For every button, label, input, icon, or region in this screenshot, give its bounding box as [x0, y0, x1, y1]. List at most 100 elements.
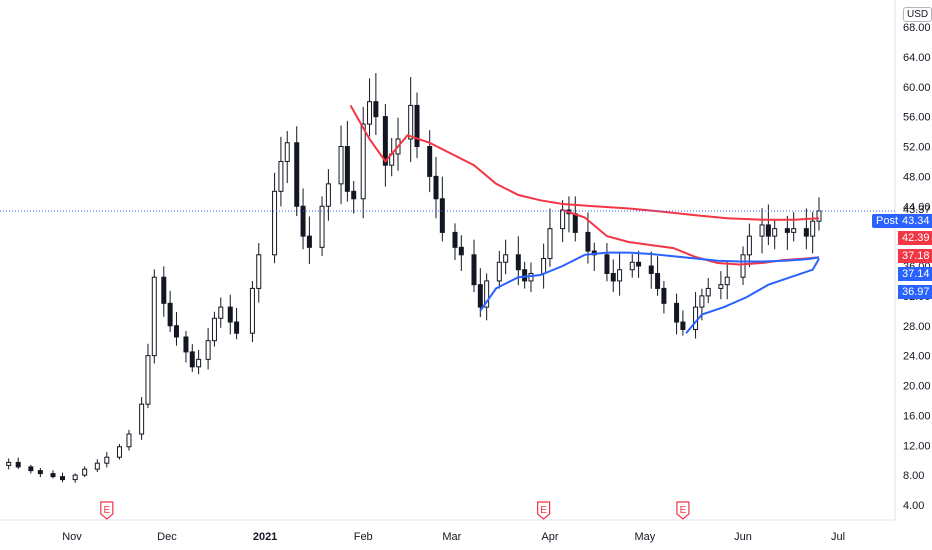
candle [740, 246, 746, 285]
candle [284, 131, 290, 184]
earnings-label: E [540, 505, 547, 516]
candle-body [617, 269, 623, 282]
candle [227, 294, 233, 335]
candle [256, 243, 262, 303]
candle-body [360, 123, 366, 200]
time-tick-label: Jul [831, 531, 845, 543]
candle-body [648, 265, 654, 274]
candle-body [294, 142, 300, 207]
candle [183, 331, 189, 363]
candle [28, 464, 34, 474]
price-tick-label: 52.00 [903, 142, 931, 154]
candle [471, 239, 477, 293]
price-tick-label: 16.00 [903, 410, 931, 422]
price-tick-label: 64.00 [903, 52, 931, 64]
candles [6, 73, 822, 483]
candle [249, 281, 255, 343]
candle [382, 104, 388, 187]
time-tick-label: Feb [354, 531, 373, 543]
candle [414, 92, 420, 159]
time-tick-label: May [635, 531, 656, 543]
candle-body [604, 254, 610, 274]
candle-body [803, 228, 809, 237]
moving-averages [349, 104, 820, 334]
earnings-label: E [680, 505, 687, 516]
candle [94, 459, 100, 473]
candle-body [28, 466, 34, 472]
candle-body [344, 146, 350, 192]
candle [173, 311, 179, 346]
candle-body [661, 287, 667, 304]
candle-body [82, 468, 88, 476]
ema-red-short-value-tag: 37.18 [898, 249, 932, 264]
candle-body [351, 190, 357, 200]
time-tick-label: Jun [734, 531, 752, 543]
price-tick-label: 48.00 [903, 171, 931, 183]
earnings-icon [676, 501, 690, 520]
candle [547, 208, 553, 267]
ema-red-short-line [562, 209, 820, 266]
ema-blue-value-tag: 37.14 [898, 267, 932, 282]
ema-blue-low-value-tag: 36.97 [898, 285, 932, 300]
candle [433, 157, 439, 219]
candle-body [126, 433, 132, 448]
candle-body [338, 146, 344, 185]
candle-body [15, 461, 21, 468]
candle [272, 172, 278, 264]
candle [566, 196, 572, 233]
candle [591, 242, 597, 272]
earnings-marker: E [676, 501, 690, 520]
currency-label[interactable]: USD [903, 7, 932, 22]
candle [560, 200, 566, 243]
ema-red-value-tag: 42.39 [898, 231, 932, 246]
candle-body [72, 474, 78, 481]
candle [278, 136, 284, 207]
candle [60, 472, 66, 483]
candle-body [325, 183, 331, 207]
price-axis[interactable]: 4.008.0012.0016.0020.0024.0028.0032.0036… [903, 22, 931, 512]
candle [572, 196, 578, 242]
candle-body [104, 456, 110, 464]
candle [351, 181, 357, 214]
candle-body [161, 276, 167, 304]
candle [496, 250, 502, 289]
candle-body [636, 261, 642, 267]
candle [636, 250, 642, 278]
candle-body [367, 101, 373, 125]
candle [189, 344, 195, 372]
candle-body [680, 321, 686, 330]
candle-body [718, 284, 724, 289]
candle-body [382, 116, 388, 166]
time-tick-label: 2021 [253, 531, 277, 543]
earnings-label: E [103, 505, 110, 516]
candle [610, 259, 616, 293]
candle-body [810, 220, 816, 237]
ema-blue-line [479, 251, 820, 312]
candle-body [693, 306, 699, 330]
price-tick-label: 44.00 [903, 201, 931, 213]
candle [772, 219, 778, 250]
candle [784, 215, 790, 250]
candle-body [477, 284, 483, 308]
candle [72, 473, 78, 483]
price-tick-label: 24.00 [903, 351, 931, 363]
candle-body [655, 272, 661, 289]
candle [151, 269, 157, 364]
candle [145, 343, 151, 409]
candle-body [6, 461, 12, 466]
candle-body [484, 280, 490, 308]
candle-body [458, 246, 464, 256]
candle-body [471, 254, 477, 286]
candle-body [772, 228, 778, 237]
time-axis[interactable]: Nov Dec 2021 Feb Mar Apr May Jun Jul [62, 531, 845, 543]
candle [116, 444, 122, 460]
time-tick-label: Mar [442, 531, 461, 543]
candle-body [746, 235, 752, 256]
post-price-tag: 43.34 [898, 214, 932, 229]
candle [503, 239, 509, 275]
post-market-tag: Post [872, 214, 903, 229]
candle [803, 208, 809, 250]
candle [50, 470, 56, 479]
candle [541, 243, 547, 289]
